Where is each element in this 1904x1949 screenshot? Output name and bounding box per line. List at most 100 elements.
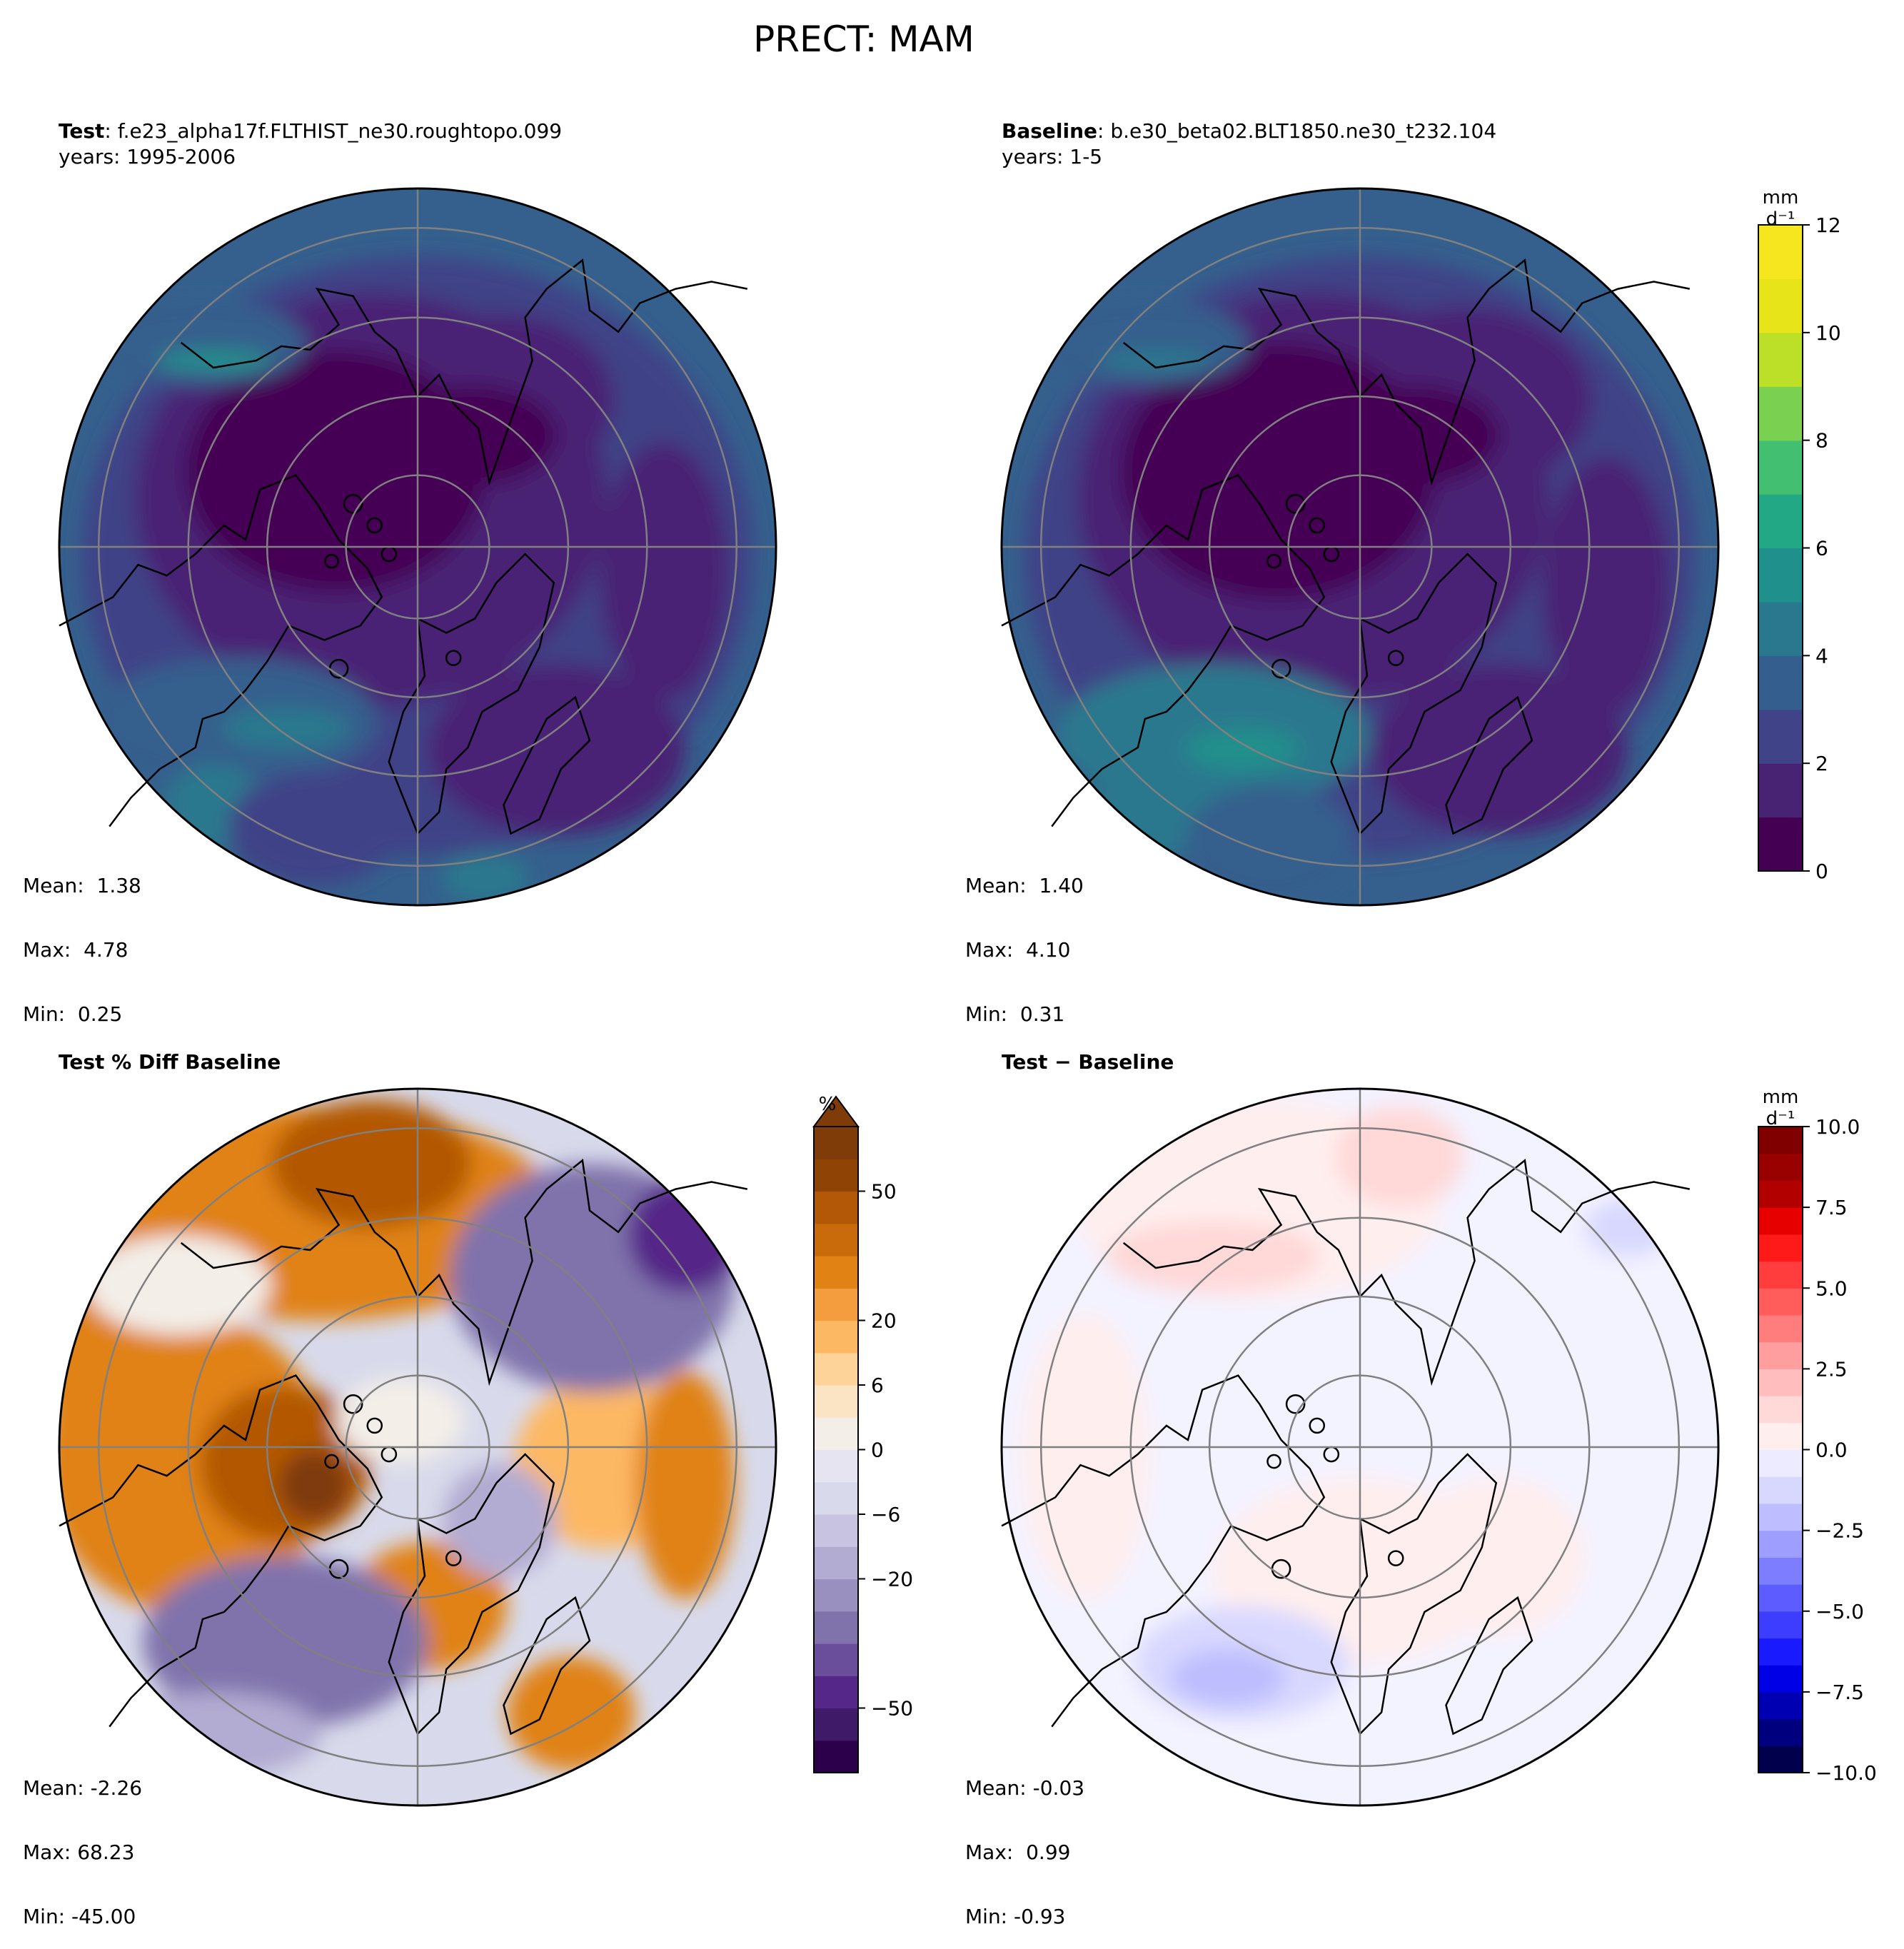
colorbar-segment — [1758, 1503, 1803, 1531]
colorbar-segment — [814, 1256, 858, 1289]
colorbar-segment — [814, 1578, 858, 1612]
colorbar-tick-label: 0 — [871, 1439, 884, 1462]
island-outline — [1285, 493, 1306, 514]
colorbar-tick-label: 2 — [1815, 752, 1828, 775]
colorbar-segment — [814, 1385, 858, 1418]
island-outline — [445, 650, 462, 666]
colorbar-tick-label: 20 — [871, 1309, 897, 1333]
figure-title: PRECT: MAM — [753, 19, 974, 60]
colorbar-segment — [1758, 1234, 1803, 1262]
colorbar-tick-label: 10 — [1815, 321, 1841, 345]
coastline-west — [59, 474, 383, 827]
colorbar-segment — [814, 1417, 858, 1451]
colorbar-tick-label: −5.0 — [1815, 1600, 1864, 1623]
colorbar-tick-label: −10.0 — [1815, 1761, 1877, 1785]
coastline-north — [1122, 1159, 1691, 1386]
coastline-west — [59, 1374, 383, 1728]
colorbar-tick-label: 0.0 — [1815, 1439, 1848, 1462]
island-outline — [1387, 650, 1404, 666]
stat-max: Max: 4.10 — [965, 938, 1071, 962]
coastline-east — [388, 553, 555, 835]
island-outline — [366, 517, 383, 534]
colorbar-tick-label: 2.5 — [1815, 1357, 1848, 1381]
island-outline — [366, 1417, 383, 1434]
stat-min: Min: -0.93 — [965, 1905, 1066, 1928]
stat-mean: Mean: -0.03 — [965, 1776, 1085, 1800]
panel-title-bold: Baseline — [1002, 119, 1098, 143]
coastline-east — [1330, 553, 1498, 835]
stat-max: Max: 0.99 — [965, 1840, 1071, 1864]
colorbar-segment — [1758, 278, 1803, 333]
colorbar-segment — [814, 1481, 858, 1515]
colorbar-segment — [1758, 1288, 1803, 1316]
colorbar-segment — [1758, 601, 1803, 656]
map-canvas: 0 2 4 6 8 10 12 −50 −20 −6 0 6 20 50 −10.0 −7.5 −5.0 −2… — [58, 187, 1877, 1807]
coastline-east — [1330, 1453, 1498, 1736]
panel-title-diff: Test − Baseline — [1002, 1049, 1174, 1075]
colorbar-diff-unit: mm d⁻¹ — [1762, 1087, 1799, 1129]
colorbar-segment — [1758, 655, 1803, 710]
colorbar-segment — [1758, 1314, 1803, 1343]
colorbar-segment — [1758, 1127, 1803, 1154]
colorbar-segment — [1758, 1207, 1803, 1235]
map-overlay-test — [58, 187, 777, 907]
panel-subtitle-years: years: 1995-2006 — [59, 145, 236, 168]
colorbar-segment — [1758, 1557, 1803, 1585]
map-overlay-baseline — [1000, 187, 1720, 907]
colorbar-segment — [1758, 1611, 1803, 1639]
colorbar-segment — [1758, 1665, 1803, 1693]
stat-min: Min: -45.00 — [23, 1905, 136, 1928]
colorbar-tick-label: 5.0 — [1815, 1276, 1848, 1300]
stats-diff: Mean: -0.03 Max: 0.99 Min: -0.93 — [965, 1735, 1084, 1949]
colorbar-segment — [1758, 817, 1803, 872]
colorbar-segment — [1758, 763, 1803, 818]
stat-max: Max: 4.78 — [23, 938, 129, 962]
colorbar-segment — [814, 1514, 858, 1547]
colorbar-segment — [1758, 1691, 1803, 1720]
stat-mean: Mean: 1.38 — [23, 874, 141, 897]
colorbar-tick-label: −6 — [871, 1503, 900, 1526]
panel-title-bold: Test % Diff Baseline — [59, 1050, 281, 1074]
colorbar-pct: −50 −20 −6 0 6 20 50 — [812, 1095, 913, 1773]
colorbar-segment — [1758, 1396, 1803, 1424]
colorbar-tick-label: 12 — [1815, 213, 1841, 237]
colorbar-segment — [814, 1127, 858, 1159]
colorbar-segment — [1758, 1261, 1803, 1289]
colorbar-segment — [814, 1611, 858, 1644]
colorbar-segment — [814, 1223, 858, 1256]
island-outline — [1285, 1394, 1306, 1414]
colorbar-tick-label: 50 — [871, 1180, 897, 1204]
colorbar-segment — [1758, 1341, 1803, 1369]
stat-min: Min: 0.31 — [965, 1002, 1065, 1026]
colorbar-tick-label: 0 — [1815, 860, 1828, 883]
colorbar-segment — [1758, 1449, 1803, 1477]
colorbar-tick-label: −7.5 — [1815, 1681, 1864, 1704]
island-outline — [1309, 1417, 1326, 1434]
colorbar-segment — [1758, 494, 1803, 549]
colorbar-tick-label: 8 — [1815, 429, 1828, 453]
coastline-south — [503, 1596, 591, 1736]
colorbar-tick-label: 6 — [1815, 537, 1828, 560]
map-boundary — [1000, 1087, 1720, 1807]
colorbar-segment — [1758, 709, 1803, 764]
panel-title-case: : b.e30_beta02.BLT1850.ne30_t232.104 — [1097, 119, 1497, 143]
coastline-south — [1445, 1596, 1533, 1736]
map-boundary — [58, 1087, 777, 1807]
colorbar-tick-label: −2.5 — [1815, 1519, 1864, 1543]
colorbar-tick-label: 6 — [871, 1374, 884, 1397]
stat-min: Min: 0.25 — [23, 1002, 123, 1026]
colorbar-segment — [1758, 548, 1803, 603]
stat-mean: Mean: -2.26 — [23, 1776, 143, 1800]
colorbar-segment — [814, 1320, 858, 1354]
coastline-north — [180, 1159, 748, 1386]
map-overlay-pctdiff — [58, 1087, 777, 1807]
coastline-north — [1122, 258, 1691, 486]
map-boundary — [1000, 187, 1720, 907]
colorbar-segment — [1758, 1638, 1803, 1666]
colorbar-segment — [1758, 440, 1803, 495]
panel-title-test: Test: f.e23_alpha17f.FLTHIST_ne30.rought… — [59, 119, 562, 170]
colorbar-segment — [814, 1740, 858, 1773]
colorbar-tick-label: −20 — [871, 1568, 913, 1591]
panel-title-pctdiff: Test % Diff Baseline — [59, 1049, 281, 1075]
colorbar-segment — [814, 1708, 858, 1741]
